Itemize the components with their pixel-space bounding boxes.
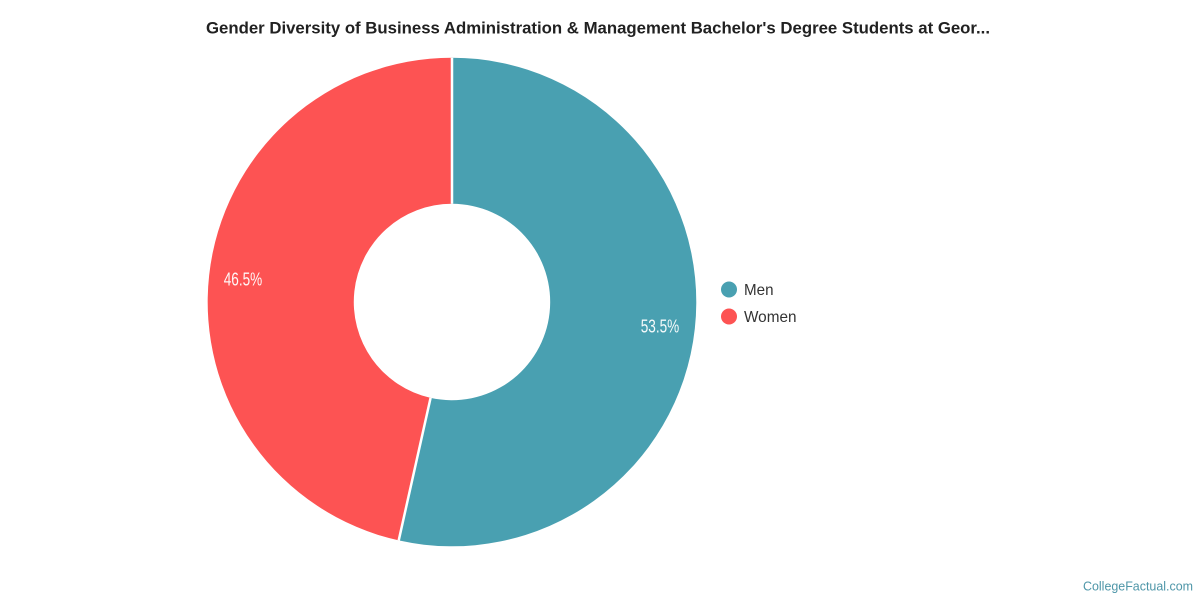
svg-text:Women: Women xyxy=(744,309,797,326)
svg-text:Gender Diversity of Business A: Gender Diversity of Business Administrat… xyxy=(206,19,990,38)
svg-text:Men: Men xyxy=(744,282,774,299)
svg-text:CollegeFactual.com: CollegeFactual.com xyxy=(1083,579,1193,594)
svg-text:46.5%: 46.5% xyxy=(224,270,263,290)
svg-text:53.5%: 53.5% xyxy=(641,317,680,337)
